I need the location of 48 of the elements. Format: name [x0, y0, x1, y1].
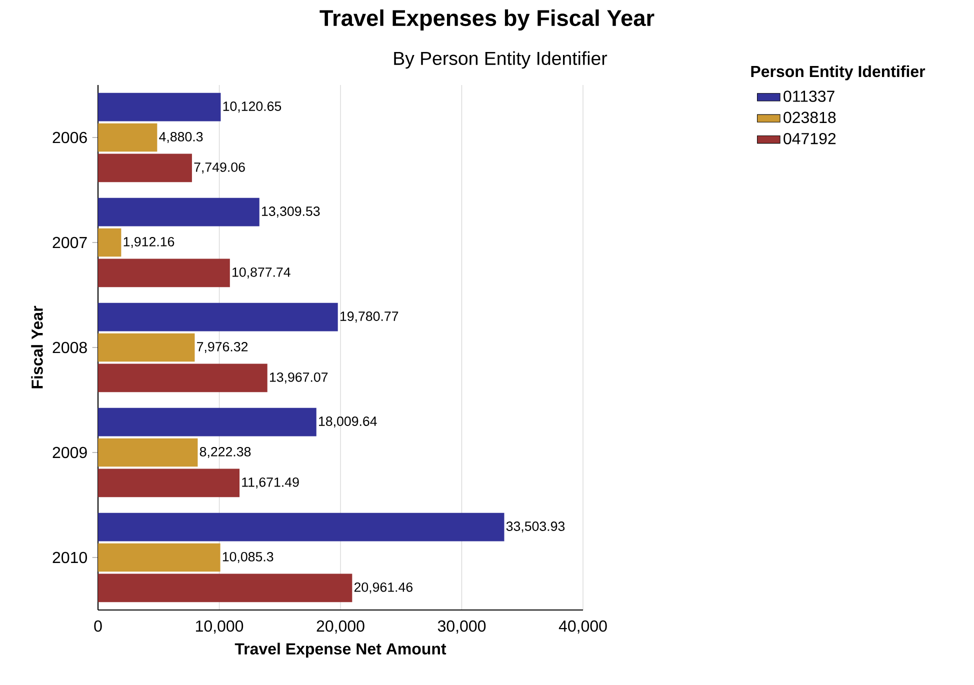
x-axis-title: Travel Expense Net Amount	[234, 642, 446, 658]
bar	[98, 574, 352, 602]
y-axis-title: Fiscal Year	[31, 306, 43, 388]
bar	[98, 364, 268, 392]
legend-label: 023818	[784, 112, 836, 124]
data-label: 20,961.46	[354, 582, 412, 594]
bar	[98, 438, 198, 467]
y-tick-label: 2008	[52, 342, 87, 354]
legend-label: 047192	[784, 132, 836, 144]
data-label: 8,222.38	[200, 446, 251, 458]
bar	[98, 512, 504, 542]
data-label: 19,780.77	[340, 312, 398, 323]
x-tick-label: 10,000	[196, 620, 244, 634]
data-label: 18,009.64	[318, 416, 377, 428]
bar	[98, 228, 122, 257]
data-label: 11,671.49	[242, 477, 299, 488]
chart-subtitle: By Person Entity Identifier	[394, 51, 608, 69]
bar	[98, 92, 221, 122]
data-label: 7,976.32	[197, 342, 248, 354]
x-tick-label: 30,000	[438, 620, 486, 634]
bar	[98, 468, 240, 498]
data-label: 13,967.07	[270, 372, 328, 384]
bar	[98, 198, 260, 226]
legend-title: Person Entity Identifier	[751, 65, 926, 80]
bar	[98, 302, 338, 332]
legend-label: 011337	[784, 90, 834, 102]
chart-title: Travel Expenses by Fiscal Year	[320, 9, 654, 31]
data-label: 10,085.3	[222, 552, 274, 564]
bar	[98, 333, 195, 362]
x-tick-label: 0	[94, 620, 102, 632]
y-tick-label: 2007	[52, 236, 87, 248]
x-tick-label: 40,000	[558, 620, 607, 634]
bar	[98, 154, 192, 182]
bar	[98, 543, 220, 572]
data-label: 33,503.93	[506, 522, 565, 533]
data-label: 10,120.65	[223, 102, 282, 113]
x-tick-label: 20,000	[316, 620, 364, 634]
bar	[98, 123, 158, 152]
data-label: 10,877.74	[232, 267, 290, 278]
y-tick-label: 2010	[52, 552, 87, 564]
data-label: 13,309.53	[262, 206, 320, 218]
bar	[98, 258, 230, 288]
data-label: 4,880.3	[159, 132, 203, 144]
y-tick-label: 2009	[52, 446, 87, 458]
y-tick-label: 2006	[52, 132, 87, 144]
data-label: 7,749.06	[194, 162, 245, 174]
data-label: 1,912.16	[124, 236, 174, 248]
bar	[98, 408, 316, 436]
